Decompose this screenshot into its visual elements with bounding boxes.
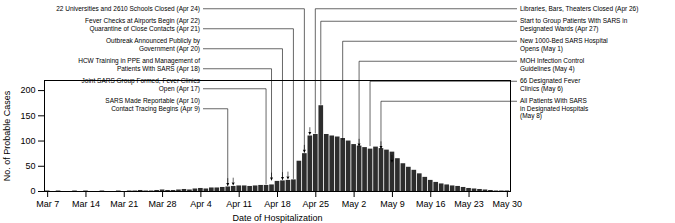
svg-text:New 1000-Bed SARS HospitalOpen: New 1000-Bed SARS HospitalOpens (May 1) <box>520 37 608 53</box>
svg-text:66 Designated FeverClinics (Ma: 66 Designated FeverClinics (May 6) <box>520 77 581 93</box>
svg-text:May 2: May 2 <box>342 199 367 209</box>
svg-text:MOH Infection ControlGuideline: MOH Infection ControlGuidelines (May 4) <box>520 57 585 72</box>
svg-text:Mar 28: Mar 28 <box>149 199 177 209</box>
svg-text:150: 150 <box>20 111 35 121</box>
svg-text:Apr 25: Apr 25 <box>303 199 330 209</box>
svg-text:Apr 4: Apr 4 <box>190 199 212 209</box>
svg-text:Libraries, Bars, Theaters Clos: Libraries, Bars, Theaters Closed (Apr 26… <box>520 5 638 13</box>
svg-text:May 9: May 9 <box>380 199 405 209</box>
svg-text:Apr 18: Apr 18 <box>264 199 291 209</box>
svg-text:0: 0 <box>30 186 35 196</box>
svg-text:All Patients With SARSin Desig: All Patients With SARSin Designated Hosp… <box>520 97 589 120</box>
svg-text:Date of Hospitalization: Date of Hospitalization <box>232 213 322 223</box>
svg-text:Fever Checks at Airports Begin: Fever Checks at Airports Begin (Apr 22)Q… <box>85 17 200 33</box>
svg-text:Mar 14: Mar 14 <box>72 199 100 209</box>
svg-text:No. of Probable Cases: No. of Probable Cases <box>2 90 12 181</box>
svg-text:50: 50 <box>25 161 35 171</box>
svg-text:Mar 21: Mar 21 <box>110 199 138 209</box>
svg-text:100: 100 <box>20 136 35 146</box>
svg-text:Mar 7: Mar 7 <box>36 199 59 209</box>
svg-text:Joint SARS Group Formed, Fever: Joint SARS Group Formed, Fever ClinicsOp… <box>82 77 201 93</box>
svg-text:May 23: May 23 <box>454 199 484 209</box>
svg-text:SARS Made Reportable (Apr 10)C: SARS Made Reportable (Apr 10)Contact Tra… <box>105 97 200 113</box>
svg-text:22 Universities and 2610 Schoo: 22 Universities and 2610 Schools Closed … <box>56 5 200 13</box>
svg-text:HCW Training in PPE and Manage: HCW Training in PPE and Management ofPat… <box>78 57 200 72</box>
svg-text:Start to Group Patients With S: Start to Group Patients With SARS inDesi… <box>520 17 628 33</box>
svg-text:Apr 11: Apr 11 <box>226 199 252 209</box>
svg-text:May 30: May 30 <box>493 199 523 209</box>
svg-text:Outbreak Announced Publicly by: Outbreak Announced Publicly byGovernment… <box>106 37 201 53</box>
svg-text:200: 200 <box>20 85 35 95</box>
svg-text:May 16: May 16 <box>416 199 446 209</box>
